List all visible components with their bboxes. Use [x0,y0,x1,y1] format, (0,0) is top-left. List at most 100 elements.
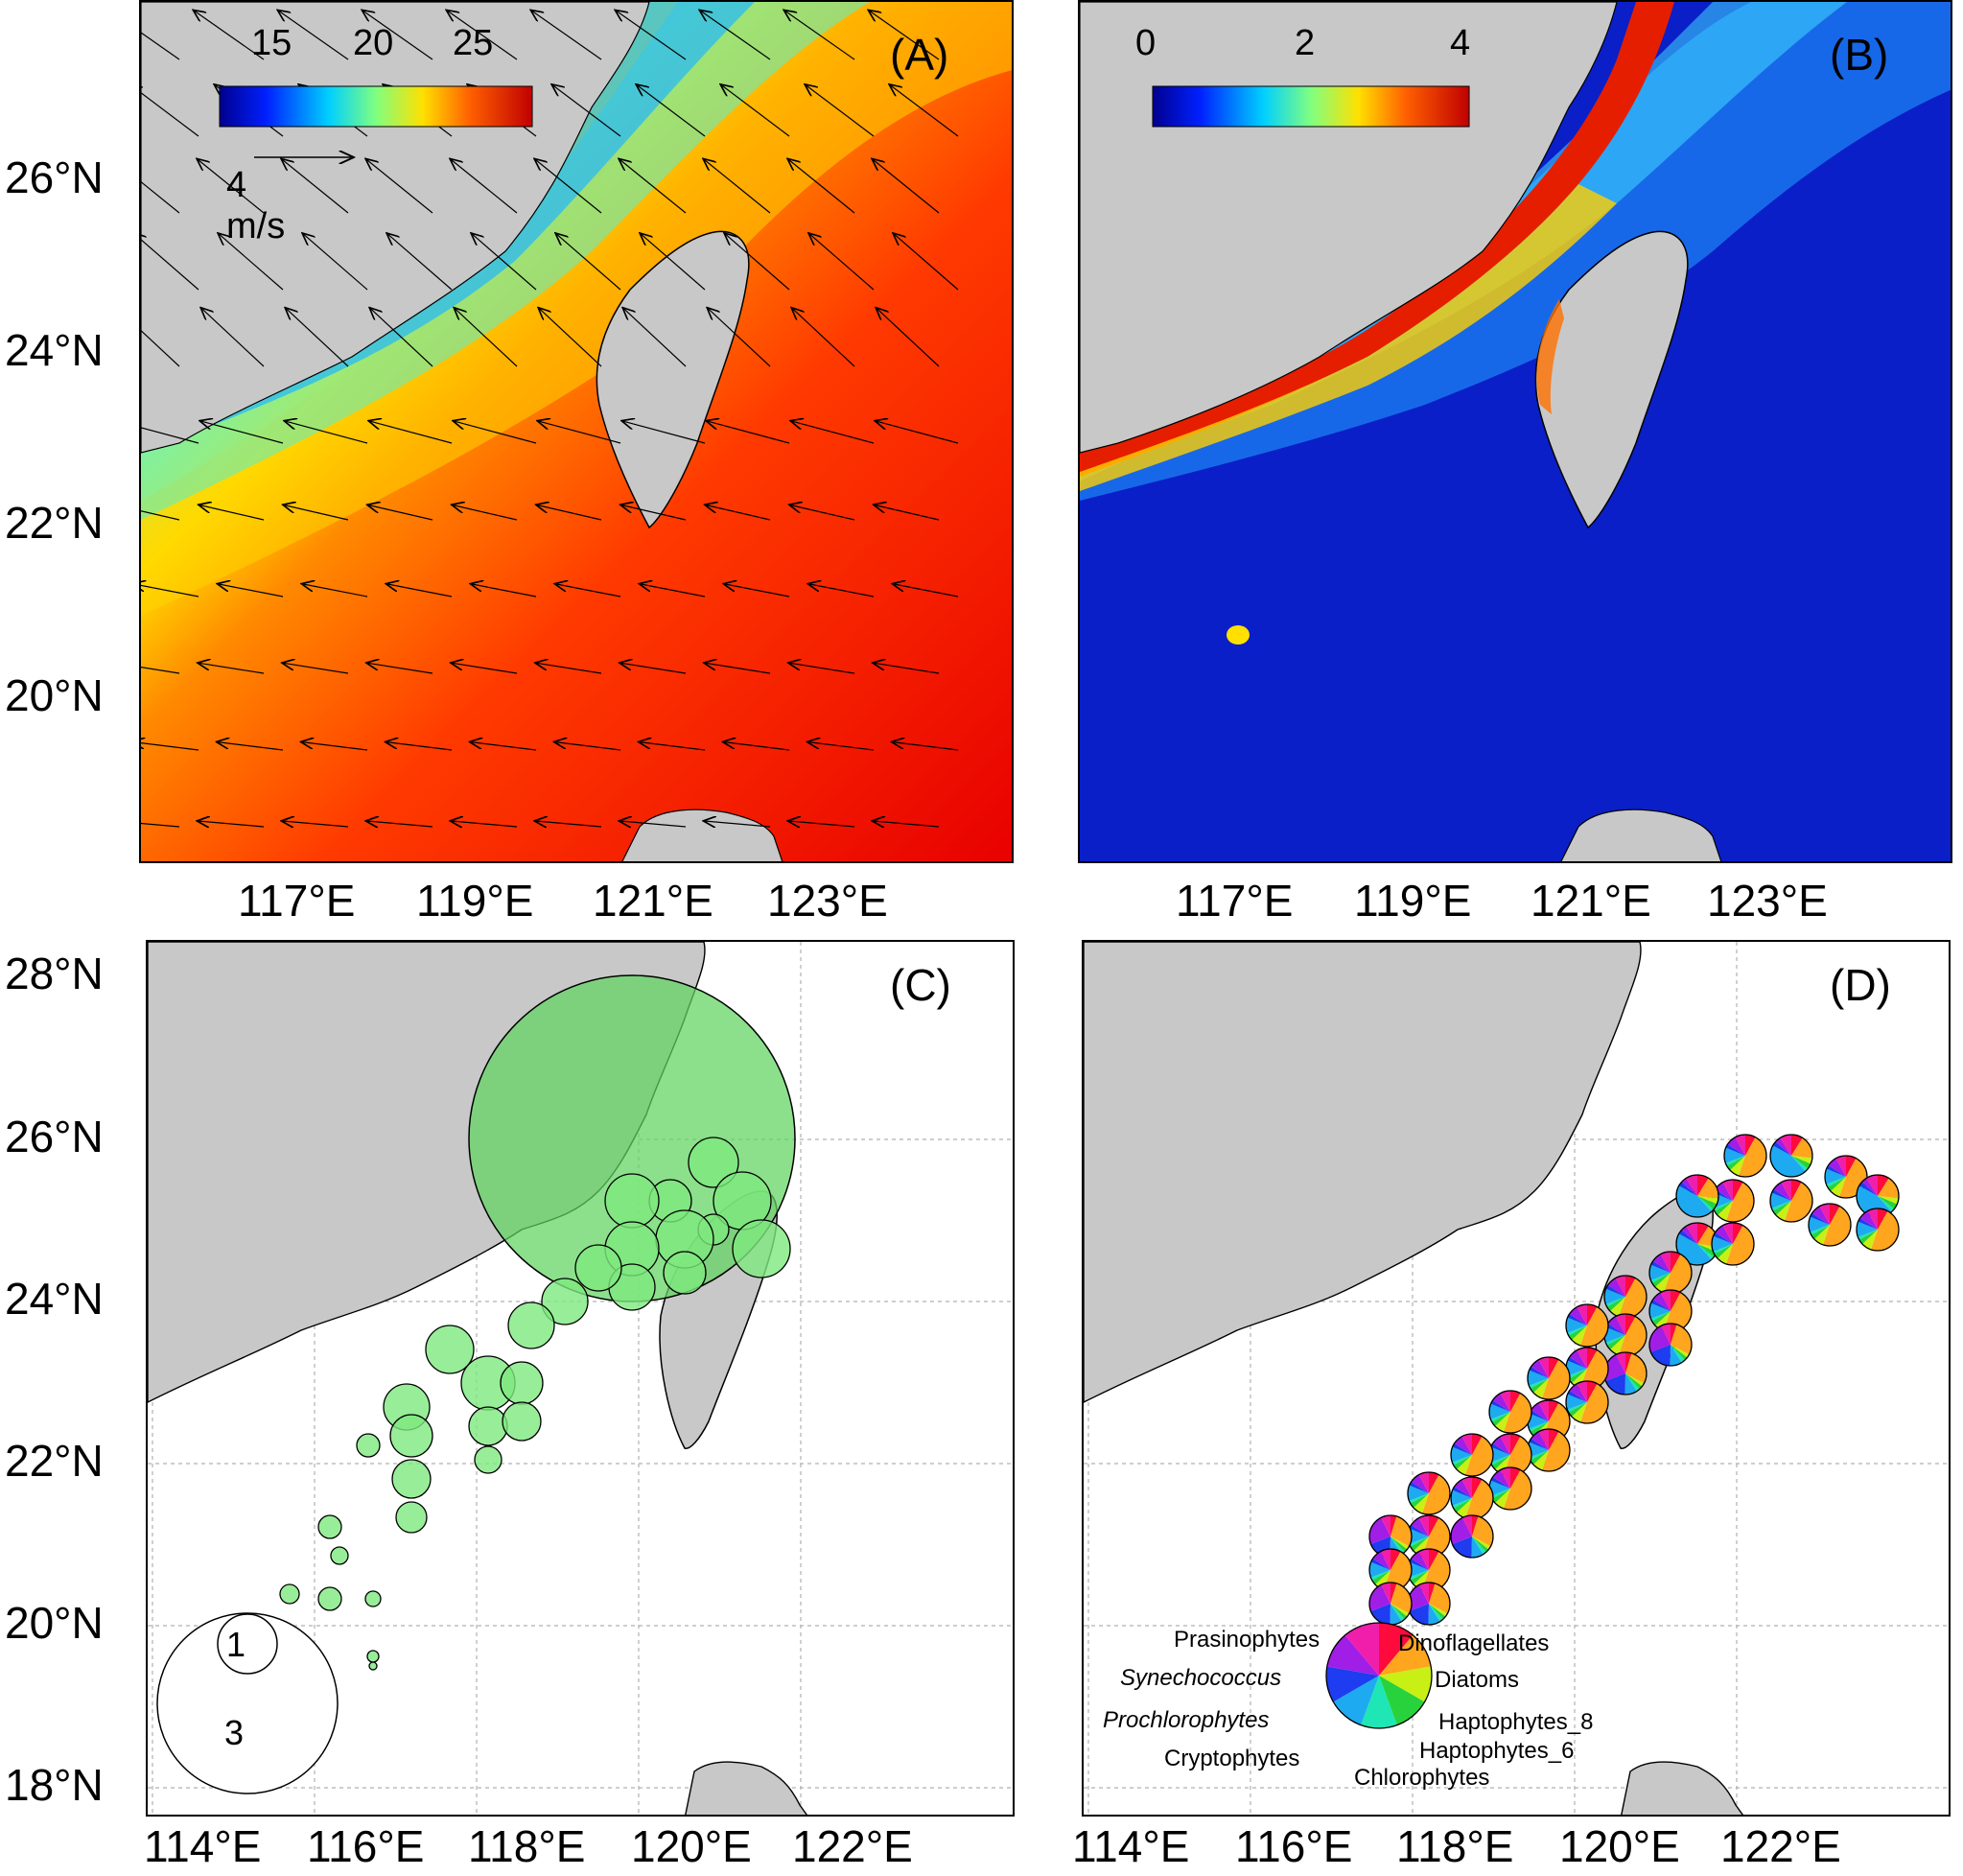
pie-slice [1409,1604,1429,1625]
legend-diatoms: Diatoms [1435,1667,1520,1693]
wind-vector [875,421,959,444]
pie-slice [1580,1306,1608,1347]
wind-vector [193,10,265,60]
pie-slice [1531,1402,1549,1421]
wind-vector [285,308,349,367]
wind-vector [471,233,537,291]
a-lon-tick-123: 123°E [767,876,888,926]
pie-slice [1422,1551,1450,1591]
vector-scale-label: 4 m/s [226,165,286,246]
wind-vector [703,821,771,827]
pie-outline [1648,1323,1693,1367]
legend-haptophytes-8: Haptophytes_8 [1438,1709,1594,1735]
pie-slice [1567,1325,1587,1336]
bubble-station [425,1325,475,1374]
pie-slice [1370,1570,1390,1581]
pie-slice [1726,1225,1754,1265]
pie-slice [1566,1394,1587,1410]
pie-slice [1671,1324,1677,1345]
pie-slice [1409,1558,1429,1570]
wind-vector [368,421,453,444]
pie-slice [1567,1390,1587,1402]
pie-slice [1494,1412,1510,1432]
wind-vector [281,821,349,827]
panel-a-map [139,0,1014,863]
pie-slice [1577,1304,1587,1325]
wind-vector [724,233,790,291]
legend-prochlorophytes: Prochlorophytes [1103,1707,1270,1733]
pie-slice [1452,1536,1472,1558]
pie-slice [1823,1206,1851,1246]
pie-slice [1418,1472,1429,1493]
pie-slice [1846,1156,1857,1177]
wind-vector [282,663,349,674]
pie-slice [1429,1549,1439,1570]
wind-vector [141,233,199,291]
pie-slice [1390,1549,1401,1570]
d-lon-tick-122: 122°E [1720,1821,1841,1871]
bubble-station [356,1433,381,1458]
wind-vector [386,741,453,751]
pie-slice [1722,1180,1733,1201]
wind-vector [720,84,790,137]
pie-slice [1369,1561,1390,1578]
wind-vector [365,158,433,214]
pie-slice [1605,1373,1625,1395]
wind-vector [302,233,368,291]
pie-slice [1828,1158,1846,1177]
pie-slice [1781,1180,1791,1201]
wind-vector [534,821,602,827]
bubble-station [366,1650,380,1663]
pie-slice [1715,1225,1733,1244]
bubble-station [474,1445,502,1474]
pie-slice [1859,1210,1878,1230]
pie-slice [1878,1175,1889,1196]
pie-slice [1811,1225,1830,1240]
wind-vector [640,233,706,291]
wind-vector [200,308,265,367]
wind-vector [141,32,180,60]
pie-slice [1571,1402,1587,1422]
a-lat-tick-20: 20°N [5,670,104,720]
pie-slice [1664,1292,1692,1332]
bubble-station [502,1401,542,1442]
pie-slice [1379,1676,1425,1725]
pie-slice [1409,1524,1429,1536]
pie-outline [1325,1622,1433,1729]
station-pie [1527,1356,1571,1400]
pie-slice [1770,1145,1806,1177]
pie-slice [1587,1304,1598,1325]
pie-slice [1492,1436,1510,1455]
d-lon-tick-114: 114°E [1072,1821,1190,1871]
pie-slice [1568,1402,1587,1418]
sst-wind-map [141,2,1012,861]
c-lat-tick-24: 24°N [5,1274,104,1324]
wind-vector [470,741,537,751]
b-lon-tick-123: 123°E [1707,876,1828,926]
pie-slice [1773,1182,1791,1201]
pie-slice [1567,1356,1587,1369]
pie-slice [1858,1217,1878,1230]
a-lat-tick-26: 26°N [5,152,104,202]
pie-slice [1607,1316,1625,1335]
pie-slice [1492,1469,1510,1489]
pie-slice [1780,1135,1791,1156]
pie-slice [1408,1485,1429,1501]
pie-slice [1452,1486,1472,1498]
panel-d-map [1082,940,1951,1817]
pie-slice [1538,1400,1549,1421]
wind-vector [141,510,180,521]
bubble-station [330,1546,349,1565]
c-lon-tick-114: 114°E [144,1821,262,1871]
pie-slice [1409,1570,1429,1581]
pie-slice [1827,1177,1846,1192]
pie-slice [1825,1168,1846,1184]
pie-slice [1714,1244,1733,1259]
pie-outline [1488,1390,1532,1434]
pie-slice [1772,1141,1791,1156]
wind-vector [366,663,433,674]
wind-vector [807,584,875,598]
pie-slice [1567,1402,1587,1413]
pie-slice [1429,1604,1446,1620]
pie-slice [1681,1178,1697,1196]
